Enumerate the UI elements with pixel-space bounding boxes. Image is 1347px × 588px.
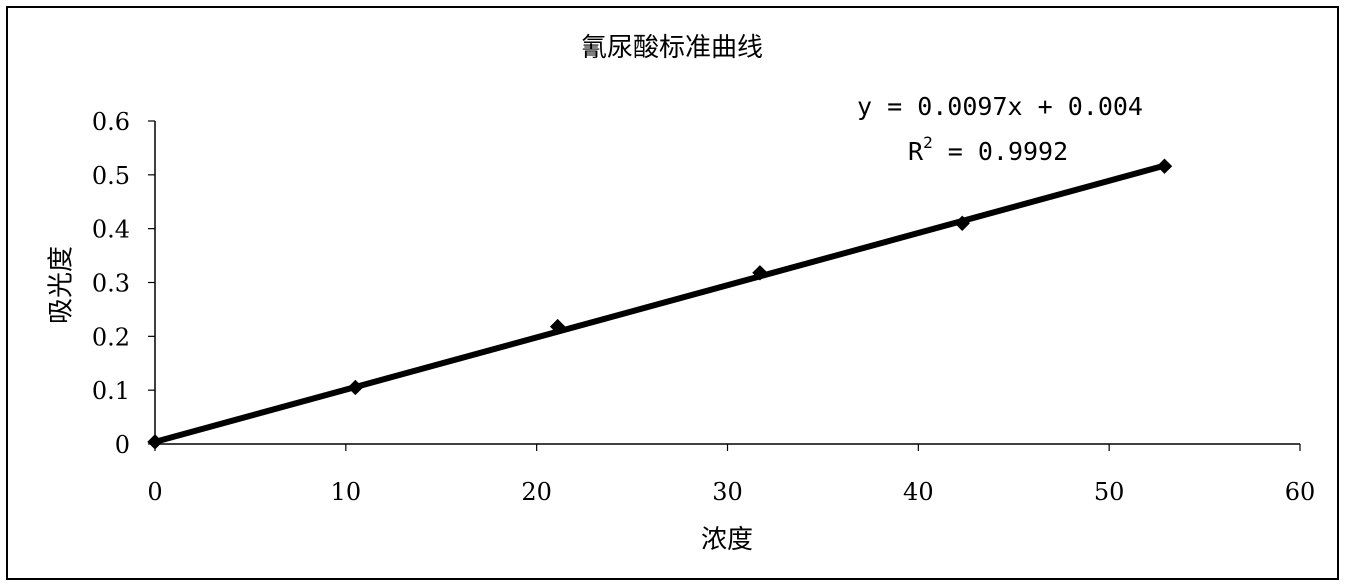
x-tick-label: 60: [1285, 478, 1316, 506]
r-squared-label: R2 = 0.9992: [908, 133, 1068, 166]
y-tick-label: 0.4: [92, 216, 130, 244]
trendline-group: [154, 162, 1166, 445]
r-squared-superscript: 2: [923, 133, 933, 152]
data-point: [347, 379, 364, 396]
trendline-equation: y = 0.0097x + 0.004: [857, 92, 1143, 121]
y-tick-label: 0.1: [92, 377, 130, 405]
chart-frame: [6, 6, 1339, 580]
data-point: [954, 215, 970, 231]
data-point: [752, 265, 768, 281]
r-squared-prefix: R: [908, 137, 924, 166]
y-axis-title-group: 吸光度: [47, 246, 77, 324]
y-tick-label: 0.2: [92, 323, 130, 351]
y-tick-label: 0.6: [92, 108, 130, 136]
r-squared-value: = 0.9992: [933, 137, 1068, 166]
x-tick-label: 30: [712, 478, 743, 506]
data-point: [549, 318, 566, 335]
y-tick-label: 0.5: [92, 162, 130, 190]
data-point: [147, 434, 163, 450]
x-ticks: 0 10 20 30 40 50 60: [147, 444, 1315, 506]
chart-title: 氰尿酸标准曲线: [581, 33, 763, 63]
data-point: [1156, 158, 1173, 174]
trendline: [154, 162, 1166, 445]
x-tick-label: 50: [1094, 478, 1125, 506]
x-tick-label: 40: [903, 478, 934, 506]
x-axis-title: 浓度: [701, 525, 753, 555]
x-tick-label: 20: [521, 478, 552, 506]
x-tick-label: 10: [331, 478, 362, 506]
y-tick-label: 0: [115, 431, 130, 459]
y-axis-title: 吸光度: [47, 246, 77, 324]
data-points: [147, 158, 1173, 450]
y-ticks: 0 0.1 0.2 0.3 0.4 0.5 0.6: [92, 108, 155, 459]
x-tick-label: 0: [147, 478, 162, 506]
y-tick-label: 0.3: [92, 270, 130, 298]
